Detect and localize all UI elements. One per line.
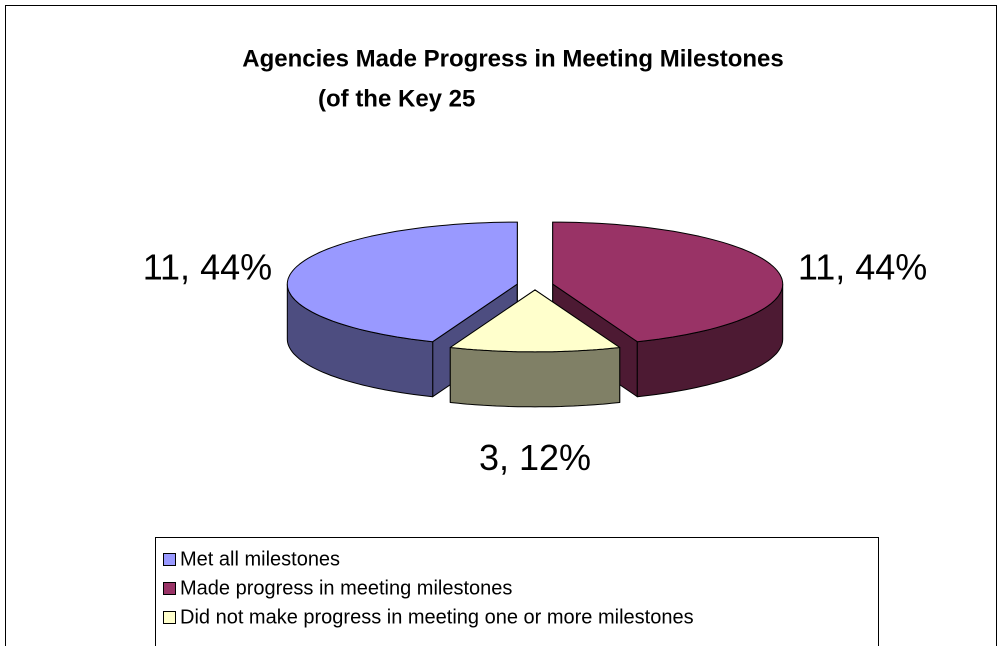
chart-title: Agencies Made Progress in Meeting Milest… <box>242 45 783 72</box>
data-label: 11, 44% <box>143 246 272 287</box>
slice-wall <box>449 347 621 408</box>
slice <box>286 221 518 343</box>
legend-swatch <box>163 553 176 566</box>
slice <box>449 289 621 353</box>
legend-swatch <box>163 582 176 595</box>
legend-box <box>155 537 879 646</box>
data-label: 3, 12% <box>479 437 591 478</box>
legend-label: Met all milestones <box>180 548 340 570</box>
legend-swatch <box>163 611 176 624</box>
legend-label: Made progress in meeting milestones <box>180 577 512 599</box>
legend-label: Did not make progress in meeting one or … <box>180 606 694 628</box>
slice <box>552 221 784 343</box>
data-label: 11, 44% <box>798 246 927 287</box>
chart-subtitle: (of the Key 25 <box>318 85 475 112</box>
